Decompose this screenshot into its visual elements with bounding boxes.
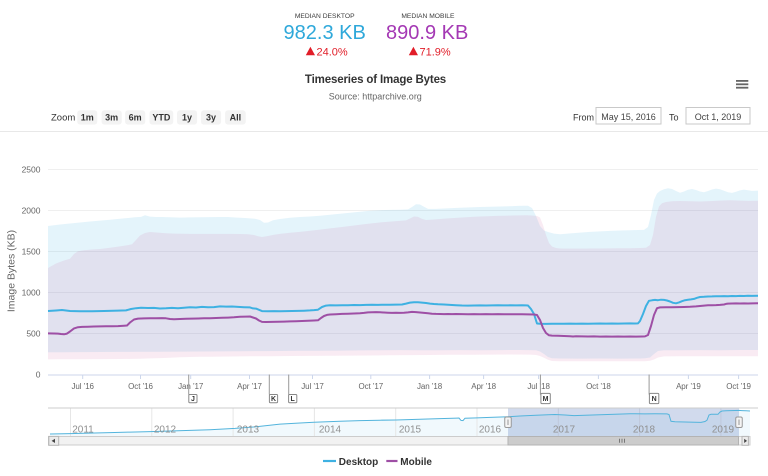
svg-text:Desktop: Desktop (339, 457, 378, 468)
svg-text:Zoom: Zoom (51, 112, 75, 123)
svg-text:890.9 KB: 890.9 KB (386, 22, 468, 44)
svg-text:Apr ’17: Apr ’17 (237, 382, 262, 391)
svg-text:M: M (543, 396, 549, 403)
svg-text:1y: 1y (182, 113, 192, 123)
svg-text:K: K (271, 396, 276, 403)
svg-text:To: To (669, 112, 679, 122)
svg-text:3y: 3y (206, 113, 216, 123)
svg-text:2017: 2017 (553, 424, 576, 435)
svg-text:71.9%: 71.9% (420, 46, 451, 58)
svg-text:Mobile: Mobile (400, 457, 432, 468)
svg-text:From: From (573, 112, 594, 122)
svg-text:Jul ’17: Jul ’17 (301, 382, 324, 391)
svg-text:Timeseries of Image Bytes: Timeseries of Image Bytes (305, 74, 446, 86)
svg-text:6m: 6m (129, 113, 142, 123)
svg-text:2000: 2000 (22, 206, 41, 216)
svg-text:Apr ’18: Apr ’18 (471, 382, 496, 391)
svg-text:Jan ’18: Jan ’18 (417, 382, 443, 391)
svg-text:Image Bytes (KB): Image Bytes (KB) (6, 230, 18, 312)
svg-text:YTD: YTD (152, 113, 171, 123)
svg-text:Oct ’18: Oct ’18 (586, 382, 611, 391)
svg-text:2014: 2014 (319, 424, 342, 435)
svg-text:982.3 KB: 982.3 KB (284, 22, 366, 44)
svg-text:L: L (291, 396, 296, 403)
svg-text:2018: 2018 (633, 424, 656, 435)
svg-text:Jan ’17: Jan ’17 (178, 382, 204, 391)
svg-text:24.0%: 24.0% (317, 46, 348, 58)
svg-text:2019: 2019 (712, 424, 735, 435)
svg-text:2500: 2500 (22, 165, 41, 175)
svg-text:All: All (230, 113, 242, 123)
svg-text:1000: 1000 (22, 288, 41, 298)
svg-text:Jul ’18: Jul ’18 (527, 382, 550, 391)
svg-text:1m: 1m (81, 113, 94, 123)
svg-text:MEDIAN MOBILE: MEDIAN MOBILE (401, 13, 455, 20)
svg-text:Oct 1, 2019: Oct 1, 2019 (695, 112, 742, 122)
svg-text:MEDIAN DESKTOP: MEDIAN DESKTOP (295, 13, 355, 20)
svg-text:J: J (191, 396, 195, 403)
svg-text:2015: 2015 (399, 424, 422, 435)
svg-text:2016: 2016 (479, 424, 502, 435)
svg-text:500: 500 (26, 329, 40, 339)
svg-text:2013: 2013 (237, 424, 260, 435)
svg-text:3m: 3m (105, 113, 118, 123)
svg-text:2012: 2012 (154, 424, 177, 435)
svg-text:1500: 1500 (22, 247, 41, 257)
svg-text:N: N (652, 396, 657, 403)
svg-text:2011: 2011 (72, 424, 94, 435)
svg-text:Source: httparchive.org: Source: httparchive.org (329, 92, 422, 102)
svg-text:Oct ’17: Oct ’17 (358, 382, 383, 391)
svg-text:Oct ’16: Oct ’16 (128, 382, 153, 391)
svg-text:0: 0 (36, 370, 41, 380)
svg-text:May 15, 2016: May 15, 2016 (601, 112, 656, 122)
svg-text:Oct ’19: Oct ’19 (726, 382, 751, 391)
svg-text:Jul ’16: Jul ’16 (71, 382, 94, 391)
svg-text:Apr ’19: Apr ’19 (676, 382, 701, 391)
